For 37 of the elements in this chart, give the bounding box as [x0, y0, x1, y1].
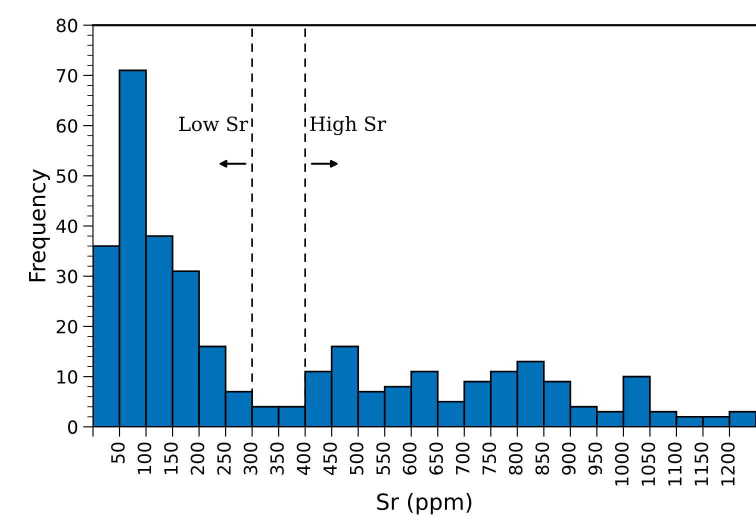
- x-tick-label: 1100: [668, 442, 682, 486]
- x-tick-label: 450: [323, 442, 337, 475]
- x-tick-label: 350: [270, 442, 284, 474]
- x-tick-label: 150: [164, 442, 178, 474]
- y-tick-label: 50: [56, 169, 78, 183]
- x-tick-label: 900: [562, 442, 576, 475]
- x-tick-label: 500: [350, 442, 364, 474]
- x-tick-label: 750: [482, 442, 496, 474]
- x-tick-label: 1200: [721, 442, 735, 486]
- x-axis-title: Sr (ppm): [377, 492, 472, 514]
- x-tick-label: 400: [296, 442, 310, 475]
- annotation: Low Sr: [179, 116, 248, 132]
- x-tick-label: 200: [190, 442, 204, 475]
- x-tick-label: 50: [111, 442, 125, 463]
- x-tick-label: 650: [429, 442, 443, 475]
- x-tick-label: 600: [402, 442, 416, 475]
- x-tick-label: 300: [244, 442, 258, 474]
- x-tick-label: 550: [376, 442, 390, 474]
- y-tick-label: 20: [56, 320, 78, 334]
- y-tick-label: 70: [56, 68, 78, 83]
- x-tick-label: 1150: [694, 442, 708, 486]
- x-tick-label: 100: [138, 442, 152, 474]
- x-tick-label: 250: [217, 442, 231, 475]
- y-tick-label: 40: [56, 219, 78, 234]
- annotation: High Sr: [310, 116, 386, 136]
- y-tick-label: 80: [56, 18, 78, 32]
- x-tick-label: 800: [508, 442, 523, 475]
- x-tick-label: 950: [588, 442, 602, 475]
- y-axis-title: Frequency: [29, 169, 50, 282]
- x-tick-label: 1000: [614, 442, 629, 486]
- x-tick-label: 700: [456, 442, 470, 474]
- y-tick-label: 60: [56, 119, 78, 133]
- y-tick-label: 0: [68, 420, 78, 434]
- x-tick-label: 1050: [642, 442, 656, 486]
- y-tick-label: 30: [56, 270, 78, 284]
- y-tick-label: 10: [57, 370, 78, 384]
- x-tick-label: 850: [535, 442, 550, 475]
